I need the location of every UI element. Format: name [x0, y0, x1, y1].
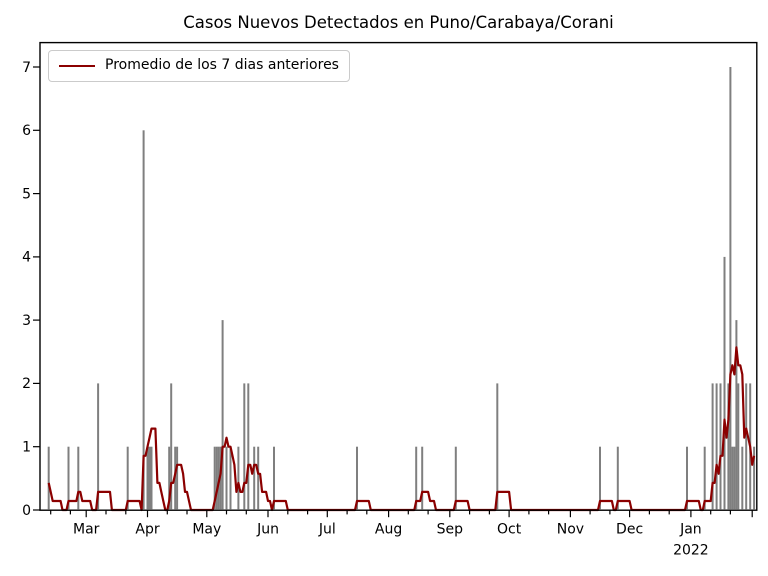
x-tick-label: Aug: [375, 522, 402, 538]
legend: Promedio de los 7 dias anteriores: [48, 50, 350, 82]
legend-label: Promedio de los 7 dias anteriores: [105, 57, 339, 73]
y-tick-label: 4: [22, 250, 31, 266]
axis-ticks: [33, 66, 753, 518]
chart-title: Casos Nuevos Detectados en Puno/Carabaya…: [183, 13, 614, 32]
x-tick-label: Oct: [497, 522, 522, 538]
y-tick-label: 0: [22, 503, 31, 519]
x-tick-label: Mar: [73, 522, 100, 538]
x-tick-label: Apr: [135, 522, 159, 538]
x-tick-label: Jul: [318, 522, 336, 538]
average-line-swatch-icon: [59, 64, 95, 68]
y-tick-label: 6: [22, 123, 31, 139]
y-tick-label: 3: [22, 313, 31, 329]
y-axis-labels: 0 1 2 3 4 5 6 7: [22, 60, 31, 519]
y-tick-label: 2: [22, 376, 31, 392]
y-tick-label: 7: [22, 60, 31, 76]
daily-cases-bars: [47, 67, 756, 510]
x-tick-label: May: [192, 522, 221, 538]
axes-frame: [39, 41, 758, 511]
year-label: 2022: [673, 543, 709, 559]
y-tick-label: 1: [22, 440, 31, 456]
seven-day-average-line: [47, 346, 756, 512]
x-tick-label: Sep: [437, 522, 464, 538]
x-tick-label: Nov: [557, 522, 584, 538]
x-tick-label: Jun: [256, 522, 279, 538]
x-tick-label: Dec: [616, 522, 643, 538]
x-tick-label: Jan: [679, 522, 702, 538]
y-tick-label: 5: [22, 186, 31, 202]
x-axis-labels: Mar Apr May Jun Jul Aug Sep Oct Nov Dec Jan 2022: [73, 522, 709, 559]
